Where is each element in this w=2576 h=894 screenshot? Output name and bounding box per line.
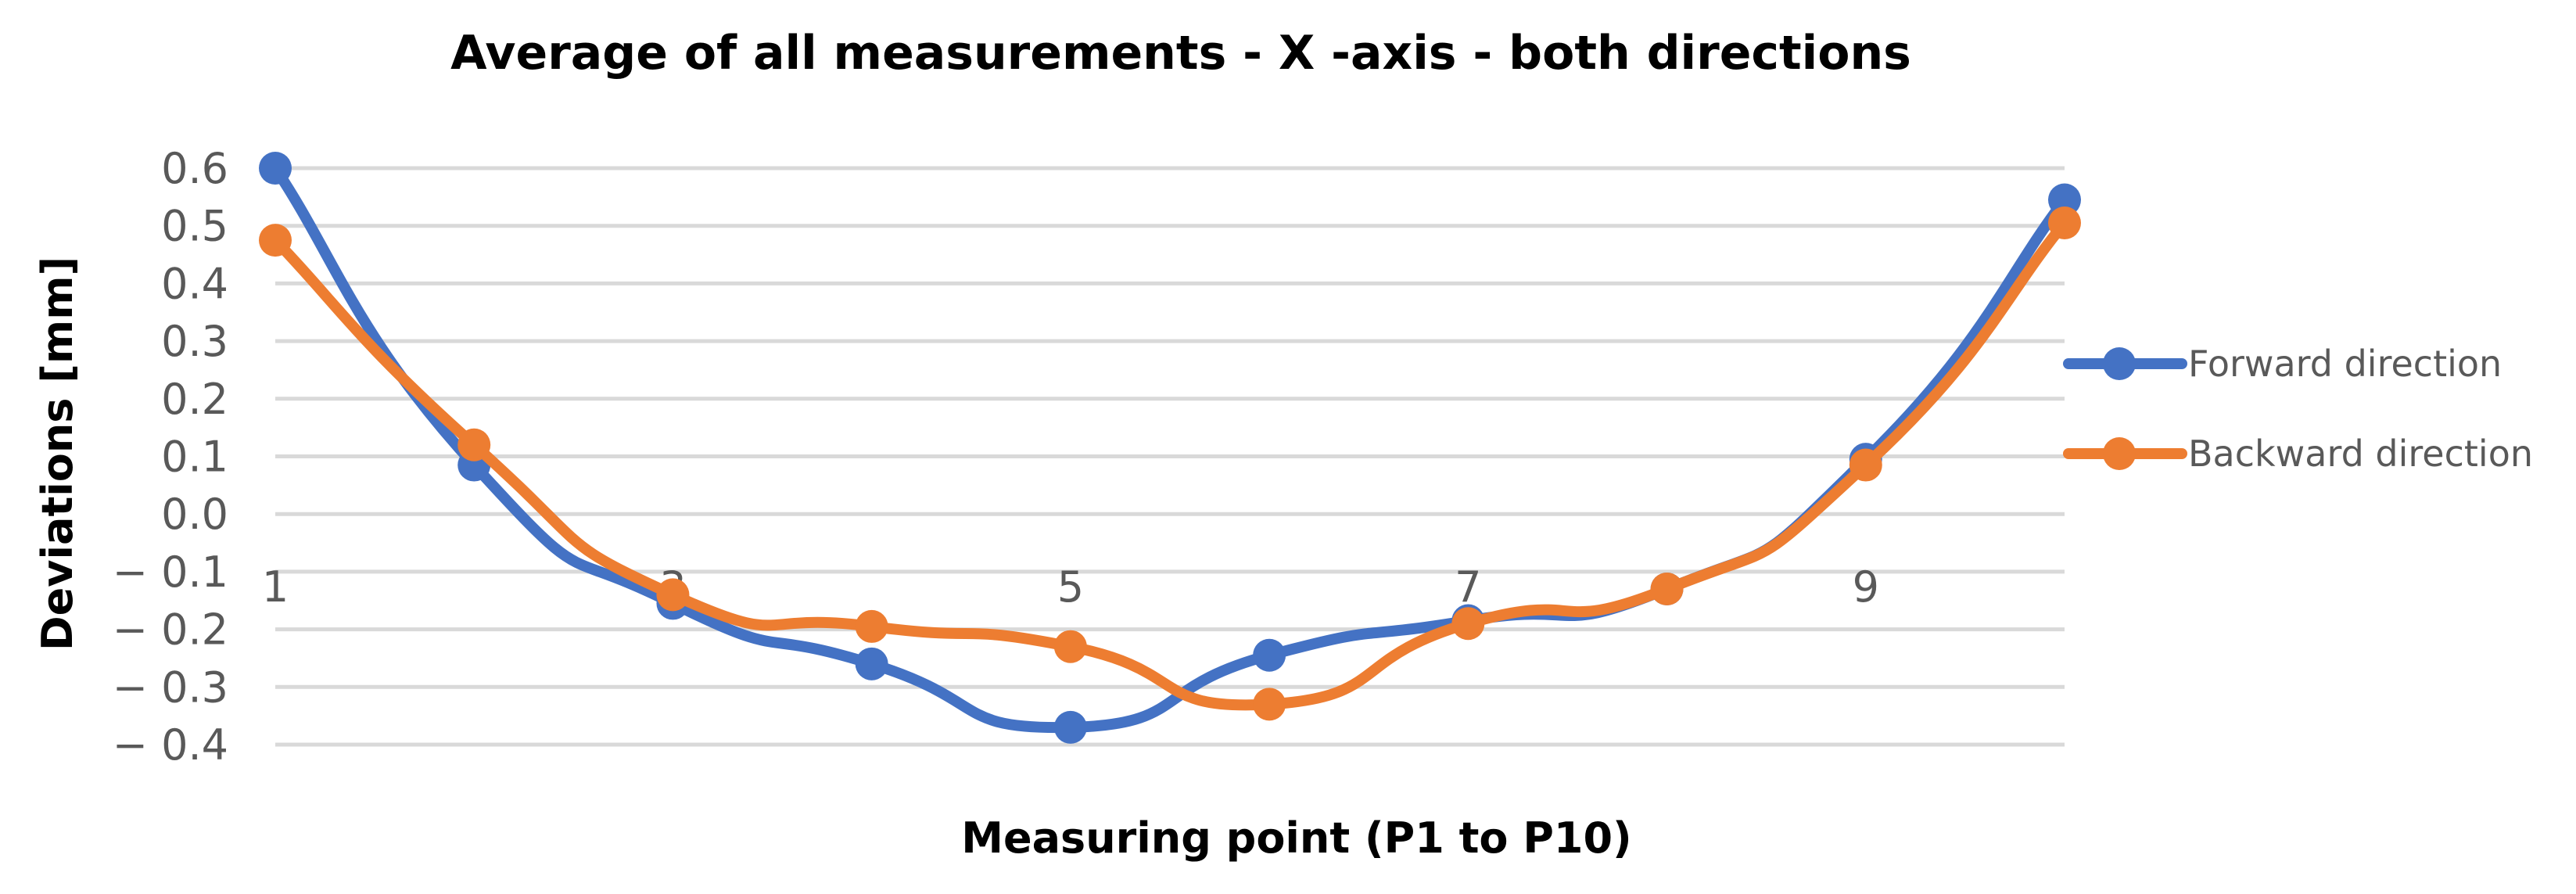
data-point (1451, 607, 1485, 641)
legend-label: Backward direction (2188, 433, 2533, 475)
series-backward (259, 206, 2081, 721)
data-point (259, 224, 292, 257)
chart-title: Average of all measurements - X -axis - … (450, 26, 1911, 81)
y-tick-label: 0.4 (161, 259, 228, 308)
x-tick-label: 9 (1853, 562, 1879, 612)
legend-marker (2103, 347, 2136, 380)
data-point (855, 609, 888, 643)
x-tick-labels: 13579 (262, 562, 1879, 612)
x-tick-label: 7 (1455, 562, 1481, 612)
y-tick-label: 0.2 (161, 375, 228, 424)
data-point (2048, 206, 2081, 240)
data-point (259, 152, 292, 185)
data-point (1849, 448, 1882, 482)
series-forward (259, 152, 2081, 744)
data-point (1650, 573, 1684, 606)
legend-label: Forward direction (2188, 343, 2502, 385)
legend-item: Backward direction (2063, 433, 2533, 475)
legend-item: Forward direction (2063, 343, 2502, 385)
gridlines (275, 166, 2065, 747)
data-point (457, 428, 491, 461)
data-point (1253, 688, 1286, 721)
y-tick-label: − 0.4 (113, 720, 228, 770)
x-axis-title: Measuring point (P1 to P10) (961, 813, 1632, 863)
series-line (270, 163, 2070, 734)
y-tick-label: − 0.3 (113, 662, 228, 712)
data-point (855, 647, 888, 680)
data-point (656, 578, 690, 612)
y-tick-label: 0.3 (161, 317, 228, 366)
y-tick-label: − 0.2 (113, 605, 228, 655)
data-point (1053, 710, 1087, 744)
series-group (259, 152, 2081, 744)
legend-marker (2103, 437, 2136, 470)
legend: Forward direction Backward direction (2063, 343, 2533, 475)
data-point (1053, 630, 1087, 663)
y-tick-label: 0.6 (161, 144, 228, 193)
data-point (2048, 183, 2081, 217)
data-point (1253, 638, 1286, 672)
y-axis-title: Deviations [mm] (33, 257, 82, 651)
y-tick-label: − 0.1 (113, 548, 228, 597)
series-line (270, 217, 2070, 711)
y-tick-label: 0.0 (161, 490, 228, 539)
x-tick-label: 5 (1057, 562, 1084, 612)
y-tick-label: 0.5 (161, 202, 228, 251)
x-tick-label: 1 (262, 562, 289, 612)
y-tick-labels: 0.6 0.5 0.4 0.3 0.2 0.1 0.0 − 0.1 − 0.2 − 0.3 − 0.… (113, 144, 228, 770)
y-tick-label: 0.1 (161, 433, 228, 482)
